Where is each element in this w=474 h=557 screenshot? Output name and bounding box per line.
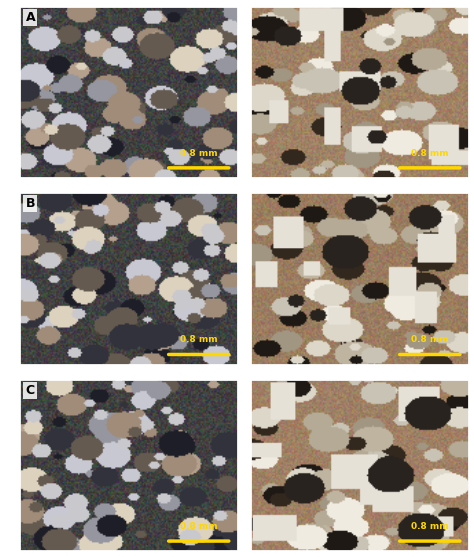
Text: C: C [26, 384, 35, 397]
Text: 0.8 mm: 0.8 mm [411, 149, 448, 158]
Text: 0.8 mm: 0.8 mm [180, 522, 218, 531]
Text: 0.8 mm: 0.8 mm [180, 149, 218, 158]
Text: 0.8 mm: 0.8 mm [180, 335, 218, 344]
Text: 0.8 mm: 0.8 mm [411, 335, 448, 344]
Text: A: A [26, 11, 35, 24]
Text: 0.8 mm: 0.8 mm [411, 522, 448, 531]
Text: B: B [26, 197, 35, 211]
